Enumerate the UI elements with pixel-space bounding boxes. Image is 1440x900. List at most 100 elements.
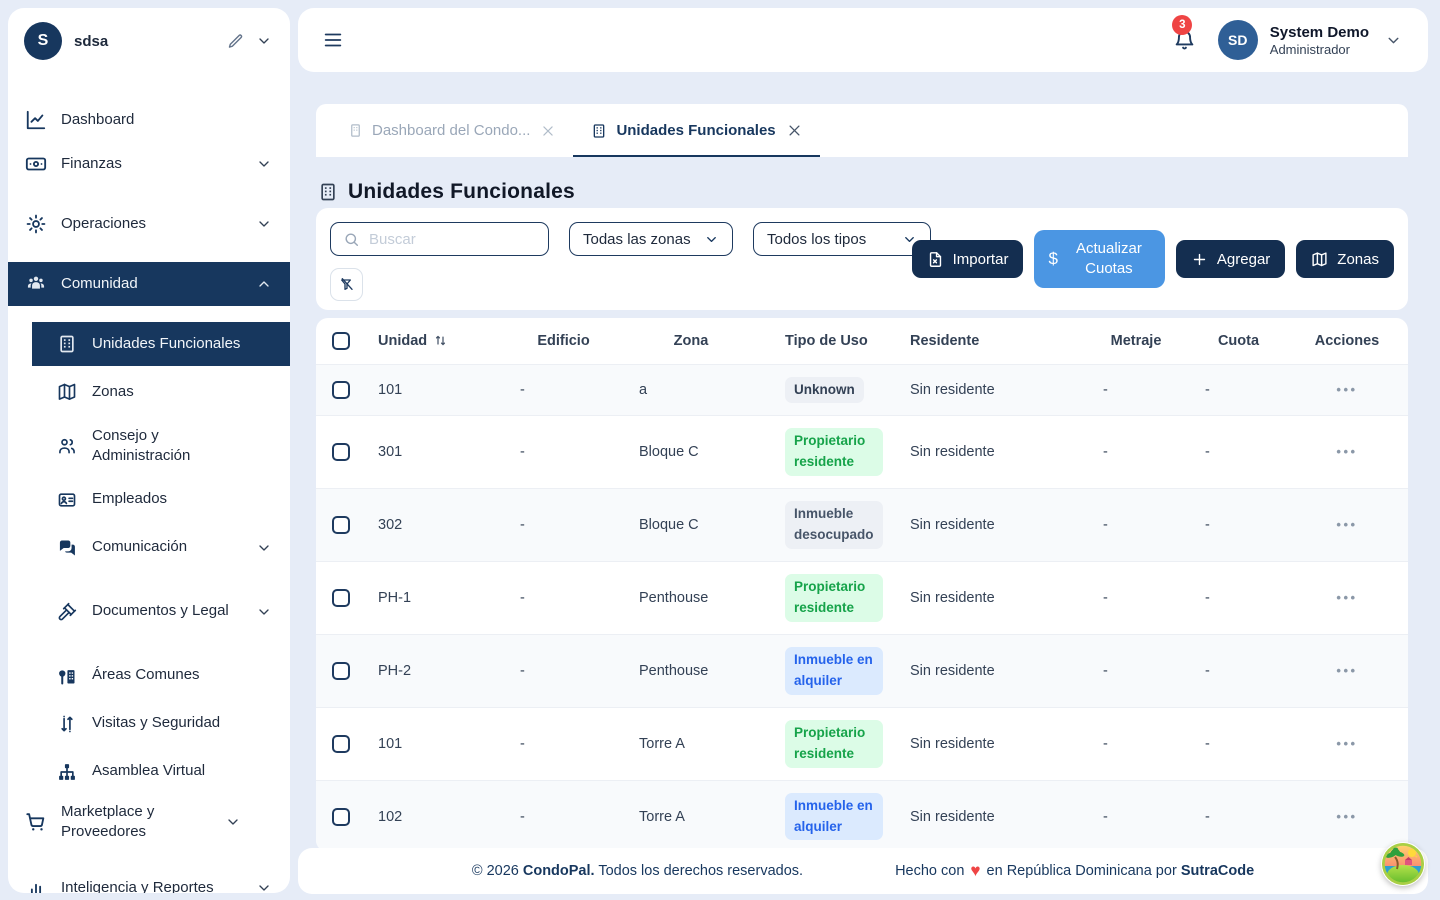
usage-type-badge: Inmueble en alquiler	[785, 647, 883, 695]
chevron-down-icon[interactable]	[256, 33, 272, 49]
user-menu[interactable]: SD System Demo Administrador	[1218, 20, 1402, 60]
id-card-icon	[56, 490, 78, 510]
cell-zona: Bloque C	[621, 489, 761, 562]
cart-icon	[25, 811, 47, 833]
sidebar-item-label: Inteligencia y Reportes	[61, 878, 242, 893]
row-actions-button[interactable]: •••	[1336, 444, 1357, 459]
sidebar-item-label: Áreas Comunes	[92, 665, 272, 685]
row-actions-button[interactable]: •••	[1336, 517, 1357, 532]
row-actions-button[interactable]: •••	[1336, 663, 1357, 678]
tropical-island-icon	[1381, 842, 1425, 886]
table-header-row: Unidad Edificio Zona Tipo de Uso Residen…	[316, 318, 1408, 364]
cell-metraje: -	[1081, 780, 1191, 852]
sidebar-item-label: Comunicación	[92, 537, 242, 557]
page-title-row: Unidades Funcionales	[318, 180, 575, 204]
cell-zona: Bloque C	[621, 416, 761, 489]
dollar-icon: $	[1048, 249, 1057, 269]
chevron-down-icon	[256, 604, 272, 620]
clear-filters-button[interactable]	[330, 268, 363, 301]
table-row: PH-1 - Penthouse Propietario residente S…	[316, 562, 1408, 635]
row-actions-button[interactable]: •••	[1336, 809, 1357, 824]
row-actions-button[interactable]: •••	[1336, 590, 1357, 605]
sidebar-item-zonas[interactable]: Zonas	[32, 370, 290, 414]
update-fees-button[interactable]: $ Actualizar Cuotas	[1034, 230, 1164, 288]
column-header-acciones: Acciones	[1286, 318, 1408, 364]
sidebar-nav: Dashboard Finanzas Operaciones Comunidad…	[8, 66, 290, 893]
row-checkbox[interactable]	[332, 443, 350, 461]
row-checkbox[interactable]	[332, 662, 350, 680]
cell-cuota: -	[1191, 562, 1286, 635]
sidebar-item-unidades-funcionales[interactable]: Unidades Funcionales	[32, 322, 290, 366]
search-icon	[343, 231, 360, 248]
map-icon	[56, 382, 78, 402]
sidebar-item-visitas-seguridad[interactable]: Visitas y Seguridad	[32, 702, 290, 746]
tropical-island-button[interactable]	[1381, 842, 1425, 886]
tab-label: Unidades Funcionales	[616, 122, 775, 139]
chat-icon	[56, 538, 78, 558]
hamburger-icon[interactable]	[322, 29, 344, 51]
tab-dashboard-condo[interactable]: Dashboard del Condo...	[330, 104, 573, 157]
sidebar-item-inteligencia-reportes[interactable]: Inteligencia y Reportes	[8, 866, 290, 893]
cell-unidad: 102	[364, 780, 506, 852]
pencil-icon[interactable]	[227, 33, 244, 50]
network-icon	[56, 762, 78, 782]
cell-unidad: PH-1	[364, 562, 506, 635]
cell-residente: Sin residente	[886, 707, 1081, 780]
sidebar-item-empleados[interactable]: Empleados	[32, 478, 290, 522]
sidebar-item-label: Empleados	[92, 489, 272, 509]
cell-residente: Sin residente	[886, 489, 1081, 562]
table-row: 101 - a Unknown Sin residente - - •••	[316, 364, 1408, 416]
notifications-button[interactable]: 3	[1173, 23, 1196, 57]
zones-button[interactable]: Zonas	[1296, 240, 1394, 278]
tab-unidades-funcionales[interactable]: Unidades Funcionales	[573, 104, 819, 157]
sidebar-item-consejo-administracion[interactable]: Consejo y Administración	[32, 422, 290, 471]
add-label: Agregar	[1217, 251, 1270, 268]
search-input[interactable]	[369, 231, 536, 248]
row-actions-button[interactable]: •••	[1336, 736, 1357, 751]
sidebar-item-finanzas[interactable]: Finanzas	[8, 142, 290, 186]
sidebar-item-documentos-legal[interactable]: Documentos y Legal	[32, 590, 290, 634]
column-header-cuota: Cuota	[1191, 318, 1286, 364]
add-button[interactable]: Agregar	[1176, 240, 1285, 278]
table-row: 302 - Bloque C Inmueble desocupado Sin r…	[316, 489, 1408, 562]
import-button[interactable]: Importar	[912, 240, 1024, 278]
column-header-unidad[interactable]: Unidad	[378, 333, 506, 349]
close-icon[interactable]	[541, 124, 555, 138]
users-icon	[56, 436, 78, 456]
workspace-switcher[interactable]: S sdsa	[8, 8, 290, 66]
building-icon	[591, 123, 607, 139]
cell-edificio: -	[506, 634, 621, 707]
map-icon	[1311, 251, 1328, 268]
copyright-text: © 2026 CondoPal. Todos los derechos rese…	[472, 863, 803, 879]
select-all-checkbox[interactable]	[332, 332, 350, 350]
row-checkbox[interactable]	[332, 808, 350, 826]
close-icon[interactable]	[787, 123, 802, 138]
workspace-avatar: S	[24, 22, 62, 60]
sidebar-item-dashboard[interactable]: Dashboard	[8, 98, 290, 142]
filter-x-icon	[339, 277, 355, 293]
sidebar-item-label: Operaciones	[61, 214, 242, 234]
sidebar-item-comunidad[interactable]: Comunidad	[8, 262, 290, 306]
import-label: Importar	[953, 251, 1009, 268]
sidebar-item-comunicacion[interactable]: Comunicación	[32, 526, 290, 570]
type-filter-select[interactable]: Todos los tipos	[753, 222, 931, 256]
sidebar-item-label: Finanzas	[61, 154, 242, 174]
row-checkbox[interactable]	[332, 516, 350, 534]
row-checkbox[interactable]	[332, 381, 350, 399]
sidebar-item-marketplace[interactable]: Marketplace y Proveedores	[8, 798, 290, 847]
sidebar-item-asamblea-virtual[interactable]: Asamblea Virtual	[32, 750, 290, 794]
sidebar-item-areas-comunes[interactable]: Áreas Comunes	[32, 654, 290, 698]
row-checkbox[interactable]	[332, 589, 350, 607]
zone-filter-value: Todas las zonas	[583, 231, 691, 248]
sidebar-item-operaciones[interactable]: Operaciones	[8, 202, 290, 246]
row-checkbox[interactable]	[332, 735, 350, 753]
zone-filter-select[interactable]: Todas las zonas	[569, 222, 733, 256]
row-actions-button[interactable]: •••	[1336, 382, 1357, 397]
cell-cuota: -	[1191, 416, 1286, 489]
column-header-edificio: Edificio	[506, 318, 621, 364]
sort-icon[interactable]	[433, 333, 448, 348]
made-with-text: Hecho con ♥ en República Dominicana por …	[895, 861, 1254, 881]
search-field	[330, 222, 549, 256]
update-fees-label: Actualizar Cuotas	[1067, 239, 1151, 280]
column-header-metraje: Metraje	[1081, 318, 1191, 364]
